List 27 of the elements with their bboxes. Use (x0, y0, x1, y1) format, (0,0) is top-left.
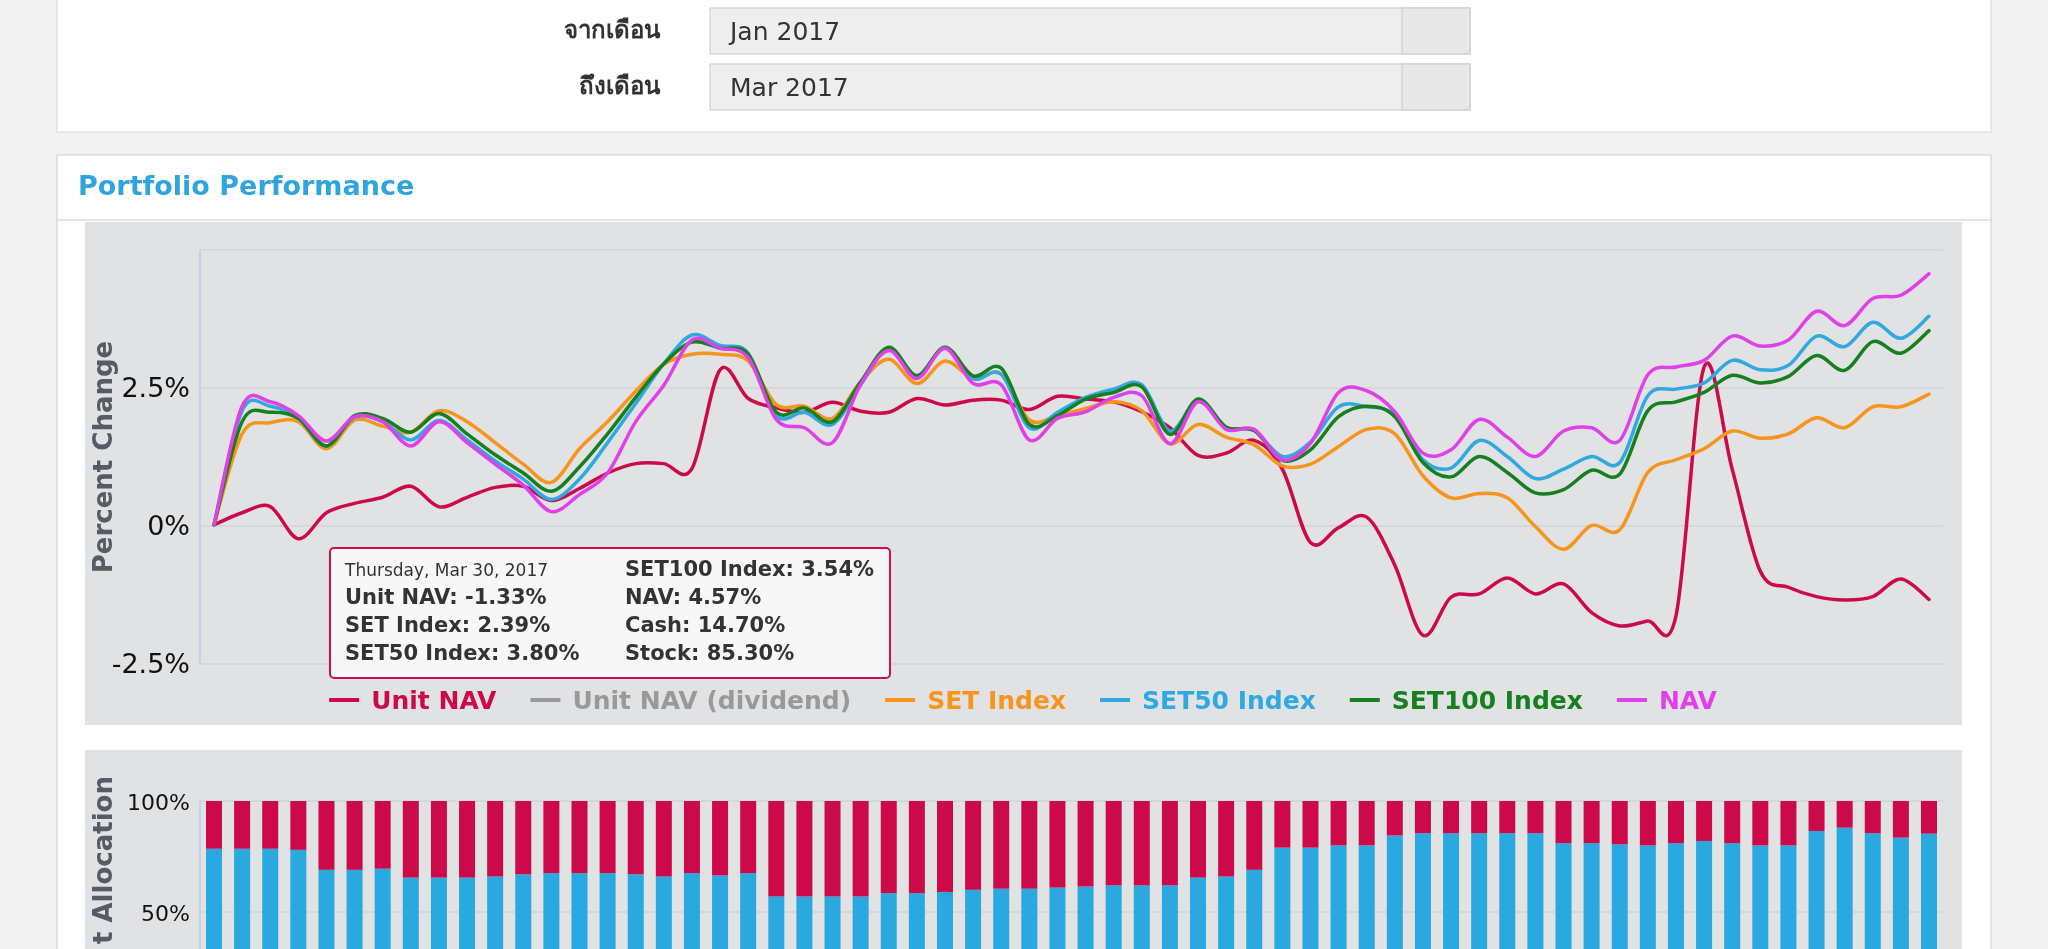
line-series (212, 271, 1931, 527)
y-tick-label: 100% (127, 790, 190, 815)
legend-label: NAV (1658, 686, 1718, 715)
annotation: SET100 Index: 3.54% (625, 557, 875, 581)
legend-label: Unit NAV (dividend) (572, 686, 852, 715)
y-axis-title: t Allocation (88, 776, 118, 944)
annotation: Thursday, Mar 30, 2017 (344, 560, 549, 580)
text: ถึงเดือน (579, 72, 661, 100)
y-axis-title: Percent Change (88, 340, 118, 574)
annotation: SET Index: 2.39% (345, 613, 551, 637)
y-tick-label: 0% (147, 510, 190, 541)
y-tick-label: -2.5% (111, 648, 190, 679)
y-tick-label: 50% (141, 901, 190, 926)
text: จากเดือน (564, 16, 661, 44)
annotation: NAV: 4.57% (625, 585, 762, 609)
y-tick-label: 2.5% (121, 372, 190, 403)
annotation: Stock: 85.30% (625, 641, 795, 665)
chart-title: Portfolio Performance (78, 170, 415, 201)
legend-label: SET Index (927, 686, 1067, 715)
annotation: SET50 Index: 3.80% (345, 641, 580, 665)
annotation: Cash: 14.70% (625, 613, 786, 637)
text: Mar 2017 (730, 73, 849, 102)
annotation: Unit NAV: -1.33% (345, 585, 547, 609)
legend-label: SET100 Index (1391, 686, 1583, 715)
legend-label: Unit NAV (371, 686, 498, 715)
legend-label: SET50 Index (1142, 686, 1316, 715)
text: Jan 2017 (728, 17, 841, 46)
